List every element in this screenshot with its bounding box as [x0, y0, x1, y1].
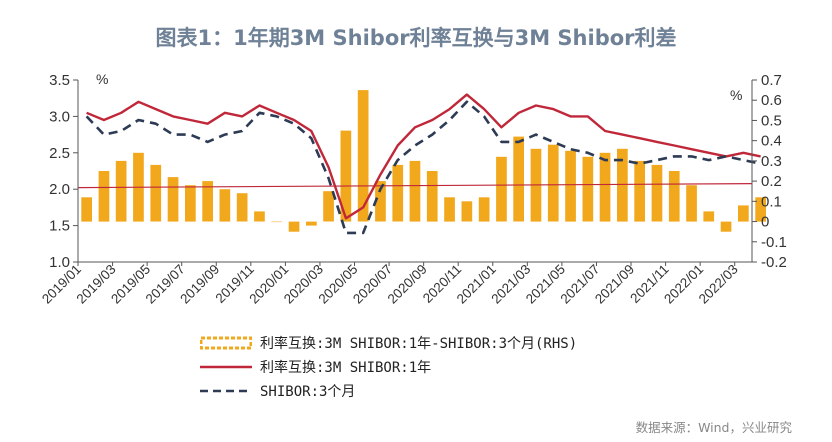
spread-bar [668, 171, 680, 222]
spread-bar [444, 197, 455, 222]
spread-bar [271, 221, 283, 223]
spread-bar [81, 197, 92, 222]
legend-item-shibor: SHIBOR:3个月 [200, 381, 355, 401]
legend-swap-swatch [200, 360, 252, 374]
spread-bar [686, 185, 697, 222]
legend-spread-label: 利率互换:3M SHIBOR:1年-SHIBOR:3个月(RHS) [260, 336, 578, 352]
right-tick-label: 0.6 [761, 92, 782, 109]
left-tick-label: 3.0 [49, 108, 70, 125]
source-note: 数据来源：Wind，兴业研究 [635, 420, 792, 435]
spread-bar [703, 211, 715, 222]
spread-bar [306, 221, 317, 226]
spread-bar [236, 193, 248, 222]
right-tick-label: 0.2 [761, 173, 782, 190]
x-tick-label: 2022/03 [696, 262, 741, 307]
legend-swap-label: 利率互换:3M SHIBOR:1年 [260, 360, 432, 376]
left-tick-label: 1.5 [49, 218, 70, 235]
spread-bar [392, 164, 404, 222]
spread-bars [81, 90, 766, 232]
spread-bar [202, 181, 213, 222]
spread-bar [323, 191, 334, 222]
spread-bar [755, 197, 766, 222]
legend-item-swap: 利率互换:3M SHIBOR:1年 [200, 357, 431, 377]
spread-bar [167, 177, 179, 222]
spread-bar [651, 164, 663, 222]
left-tick-label: 2.0 [49, 181, 70, 198]
spread-bar [185, 185, 196, 222]
spread-bar [288, 221, 300, 232]
spread-bar [599, 152, 611, 222]
spread-bar [254, 211, 265, 222]
legend-shibor-label: SHIBOR:3个月 [260, 384, 356, 400]
spread-bar [340, 130, 352, 222]
spread-bar [582, 156, 594, 222]
right-tick-label: 0 [761, 214, 769, 231]
spread-bar [513, 136, 524, 222]
right-axis-zero-line [77, 183, 753, 189]
spread-bar [150, 164, 162, 222]
left-axis-ticks: 1.0 1.5 2.0 2.5 3.0 3.5 [49, 72, 78, 271]
left-tick-label: 1.0 [49, 254, 70, 271]
right-axis-ticks: -0.2 -0.1 0 0.1 0.2 0.3 0.4 0.5 0.6 0.7 [752, 72, 787, 271]
spread-bar [565, 150, 576, 222]
left-tick-label: 2.5 [49, 145, 70, 162]
x-tick-label: 2019/09 [177, 262, 222, 307]
spread-bar [98, 171, 110, 222]
spread-bar [634, 160, 645, 222]
right-axis-unit: % [730, 87, 742, 103]
right-tick-label: 0.1 [761, 193, 782, 210]
shibor-3m-line [85, 100, 761, 235]
legend-item-spread: 利率互换:3M SHIBOR:1年-SHIBOR:3个月(RHS) [199, 333, 578, 353]
right-tick-label: -0.1 [761, 234, 787, 251]
left-axis-unit: % [96, 71, 108, 87]
legend-shibor-swatch [200, 384, 252, 398]
right-tick-label: 0.4 [761, 133, 782, 150]
spread-bar [219, 189, 231, 222]
spread-bar [617, 148, 628, 222]
spread-bar [409, 160, 421, 222]
spread-bar [738, 205, 749, 222]
chart-title: 图表1：1年期3M Shibor利率互换与3M Shibor利差 [155, 26, 677, 50]
swap-rate-line [86, 93, 761, 220]
spread-bar [496, 156, 507, 222]
spread-bar [478, 197, 490, 222]
spread-bar [720, 221, 732, 232]
spread-bar [375, 181, 386, 222]
right-tick-label: 0.3 [761, 153, 782, 170]
x-axis-ticks: 2019/012019/032019/052019/072019/092019/… [39, 262, 741, 307]
x-tick-label: 2021/09 [592, 262, 637, 307]
x-tick-label: 2020/09 [385, 262, 430, 307]
legend-spread-swatch [199, 336, 253, 350]
left-tick-label: 3.5 [49, 72, 70, 89]
right-tick-label: -0.2 [761, 254, 787, 271]
spread-bar [115, 160, 127, 222]
spread-bar [357, 90, 369, 222]
spread-bar [461, 201, 473, 222]
spread-bar [426, 171, 438, 222]
right-tick-label: 0.7 [761, 72, 782, 89]
spread-bar [547, 144, 559, 222]
right-tick-label: 0.5 [761, 112, 782, 129]
